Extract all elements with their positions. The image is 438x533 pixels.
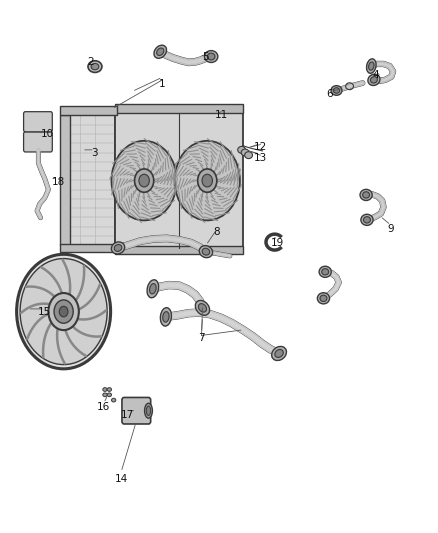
FancyBboxPatch shape xyxy=(122,398,151,424)
Ellipse shape xyxy=(360,189,372,200)
FancyBboxPatch shape xyxy=(115,104,243,113)
FancyBboxPatch shape xyxy=(115,113,243,248)
Ellipse shape xyxy=(245,152,253,159)
Text: 4: 4 xyxy=(372,70,379,79)
Text: 15: 15 xyxy=(38,306,52,317)
Ellipse shape xyxy=(368,74,380,85)
Ellipse shape xyxy=(103,393,107,397)
Ellipse shape xyxy=(147,280,159,298)
Ellipse shape xyxy=(146,406,151,416)
Ellipse shape xyxy=(363,192,370,198)
Ellipse shape xyxy=(241,149,249,156)
Ellipse shape xyxy=(371,77,378,83)
Ellipse shape xyxy=(319,266,331,277)
Text: 14: 14 xyxy=(114,474,128,483)
FancyBboxPatch shape xyxy=(115,246,243,254)
Circle shape xyxy=(112,141,177,220)
Circle shape xyxy=(59,306,68,317)
Ellipse shape xyxy=(103,387,107,391)
Text: 12: 12 xyxy=(254,142,267,152)
Ellipse shape xyxy=(202,248,210,255)
Circle shape xyxy=(20,259,107,365)
Ellipse shape xyxy=(88,61,102,72)
Ellipse shape xyxy=(364,216,371,223)
Ellipse shape xyxy=(367,59,376,74)
Circle shape xyxy=(198,169,217,192)
Ellipse shape xyxy=(111,242,125,254)
Ellipse shape xyxy=(322,269,328,275)
Ellipse shape xyxy=(318,293,329,304)
Text: 10: 10 xyxy=(41,129,53,139)
Text: 2: 2 xyxy=(87,58,94,67)
Ellipse shape xyxy=(149,284,156,294)
FancyBboxPatch shape xyxy=(60,115,70,245)
Ellipse shape xyxy=(112,398,116,402)
Text: 1: 1 xyxy=(159,78,166,88)
Ellipse shape xyxy=(157,48,164,55)
Ellipse shape xyxy=(195,301,210,316)
FancyBboxPatch shape xyxy=(60,106,117,115)
Circle shape xyxy=(54,300,73,323)
Text: 5: 5 xyxy=(203,52,209,62)
Text: 19: 19 xyxy=(271,238,284,248)
Ellipse shape xyxy=(154,45,166,58)
Circle shape xyxy=(48,293,79,330)
Ellipse shape xyxy=(361,214,373,225)
Ellipse shape xyxy=(91,63,99,70)
Text: 8: 8 xyxy=(213,227,220,237)
Text: 11: 11 xyxy=(215,110,228,120)
Ellipse shape xyxy=(163,312,169,322)
FancyBboxPatch shape xyxy=(24,112,52,132)
Circle shape xyxy=(202,174,212,187)
Circle shape xyxy=(134,169,154,192)
Text: 18: 18 xyxy=(51,176,64,187)
Text: 9: 9 xyxy=(388,224,394,235)
Ellipse shape xyxy=(107,393,112,397)
Ellipse shape xyxy=(333,88,339,93)
Ellipse shape xyxy=(320,295,327,302)
Ellipse shape xyxy=(114,245,122,252)
Circle shape xyxy=(175,141,240,220)
FancyBboxPatch shape xyxy=(60,244,117,252)
Ellipse shape xyxy=(272,346,286,360)
Ellipse shape xyxy=(107,387,112,391)
Ellipse shape xyxy=(207,53,215,60)
FancyBboxPatch shape xyxy=(24,132,52,152)
FancyBboxPatch shape xyxy=(69,115,115,245)
Ellipse shape xyxy=(275,350,283,358)
Ellipse shape xyxy=(145,403,152,418)
Ellipse shape xyxy=(238,147,246,154)
Text: 13: 13 xyxy=(254,153,267,163)
Ellipse shape xyxy=(199,246,212,257)
Ellipse shape xyxy=(369,62,374,70)
Circle shape xyxy=(139,174,149,187)
Circle shape xyxy=(17,254,111,369)
Text: 6: 6 xyxy=(327,89,333,99)
Ellipse shape xyxy=(160,308,171,326)
Text: 7: 7 xyxy=(198,333,205,343)
Text: 3: 3 xyxy=(92,148,98,158)
Text: 16: 16 xyxy=(97,402,110,412)
Ellipse shape xyxy=(331,86,342,95)
Ellipse shape xyxy=(198,304,207,312)
Ellipse shape xyxy=(205,51,218,62)
Text: 17: 17 xyxy=(121,410,134,420)
